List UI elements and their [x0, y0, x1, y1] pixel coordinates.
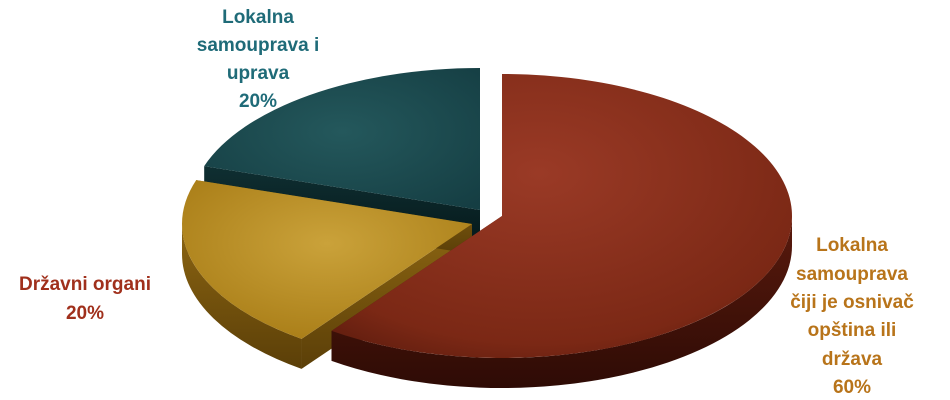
label-line: čiji je osnivač: [790, 292, 914, 313]
slice-label-lokalna-samouprava-osnivac: Lokalna samouprava čiji je osnivač opšti…: [790, 235, 914, 398]
slice-label-drzavni-organi: Državni organi 20%: [19, 274, 151, 324]
label-line: Lokalna: [816, 235, 888, 256]
slice-side-wall: [182, 224, 302, 369]
pie-slice-lokalna-samouprava-osnivac: [331, 74, 792, 389]
label-line: opština ili: [808, 320, 897, 341]
label-line: Državni organi: [19, 274, 151, 295]
label-line: uprava: [227, 63, 290, 84]
label-line: samouprava i: [197, 35, 320, 56]
slice-label-lokalna-samouprava-i-uprava: Lokalna samouprava i uprava 20%: [197, 7, 320, 112]
slice-value-label: 60%: [833, 377, 871, 398]
slice-value-label: 20%: [239, 91, 277, 112]
slice-top-face: [181, 180, 472, 339]
slice-side-wall: [331, 216, 792, 389]
label-line: država: [822, 349, 883, 370]
slice-top-face: [331, 74, 792, 358]
label-line: Lokalna: [222, 7, 294, 28]
slice-top-face: [204, 68, 480, 210]
slice-value-label: 20%: [66, 303, 104, 324]
label-line: samouprava: [796, 264, 908, 285]
